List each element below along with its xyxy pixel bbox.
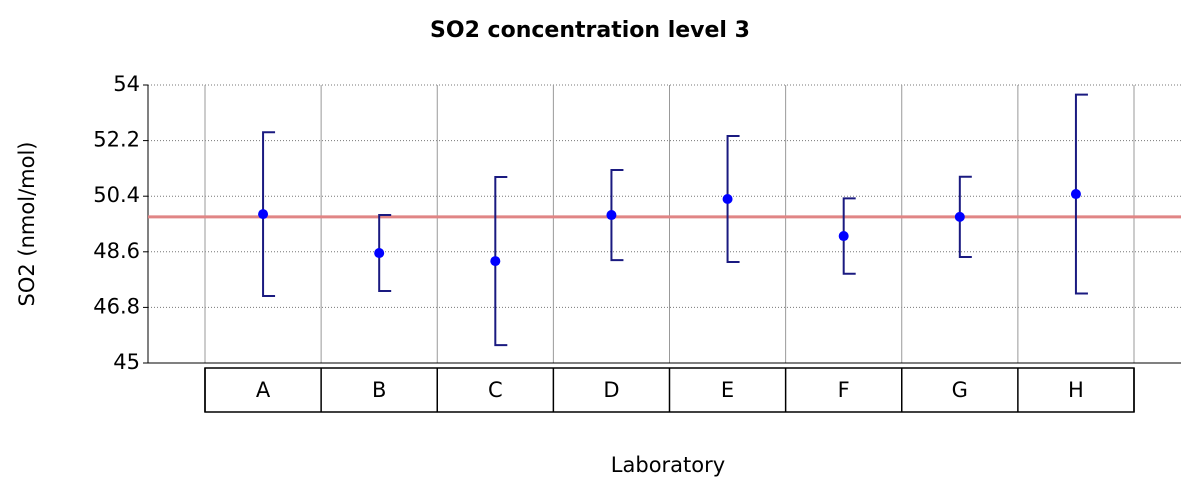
x-tick-label: D [603,378,619,402]
data-point [838,231,849,242]
x-tick-label: H [1068,378,1084,402]
y-tick-label: 46.8 [93,294,140,318]
data-point [606,210,617,221]
x-tick-label: A [256,378,271,402]
y-tick-label: 48.6 [93,239,140,263]
y-axis-label: SO2 (nmol/mol) [15,142,39,307]
data-point [954,211,965,222]
y-tick-label: 52.2 [93,128,140,152]
x-tick-label: G [952,378,968,402]
data-point [258,209,269,220]
x-axis-label: Laboratory [611,453,725,477]
category-box [204,367,1135,413]
data-point [1070,189,1081,200]
y-tick-label: 45 [113,350,140,374]
x-tick-label: E [721,378,734,402]
chart-title: SO2 concentration level 3 [430,18,750,43]
data-point [490,256,501,267]
x-tick-label: C [488,378,503,402]
x-tick-label: F [838,378,850,402]
data-point [722,193,733,204]
data-point [374,248,385,259]
x-tick-label: B [372,378,386,402]
y-tick-label: 54 [113,72,140,96]
y-tick-label: 50.4 [93,183,140,207]
